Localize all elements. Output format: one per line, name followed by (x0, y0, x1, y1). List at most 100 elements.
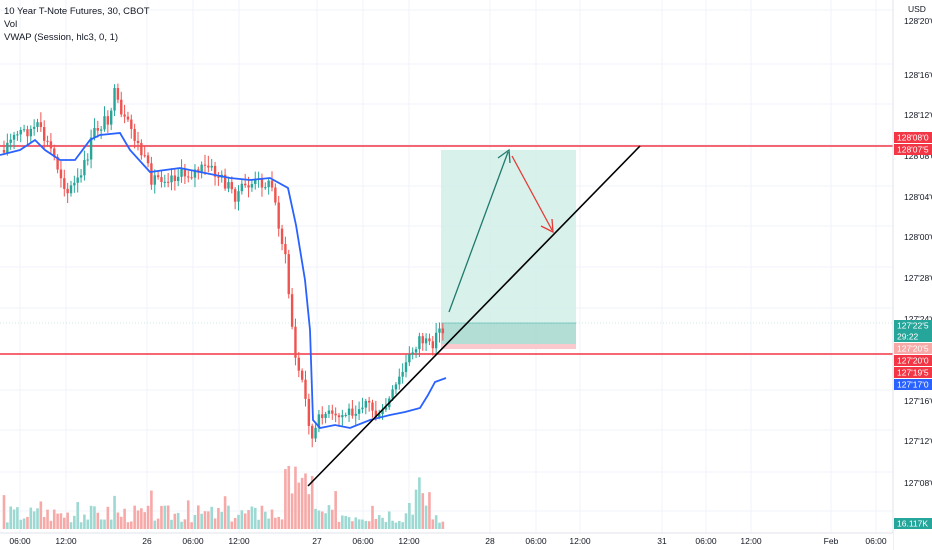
support-price-badge-b[interactable] (894, 367, 932, 378)
resistance-price-badge-b[interactable] (894, 144, 932, 155)
candle-body (76, 177, 79, 183)
volume-bar (140, 508, 143, 529)
candle-body (160, 177, 163, 182)
volume-bar (63, 517, 66, 529)
candle-body (321, 414, 324, 418)
volume-bar (83, 514, 86, 529)
time-tick-label: 12:00 (55, 536, 77, 546)
volume-bar (233, 518, 237, 529)
volume-bar (153, 520, 157, 529)
volume-bar (86, 519, 90, 529)
volume-value-badge-text: 16.117K (897, 519, 928, 529)
volume-bar (341, 515, 344, 529)
volume-bar (193, 514, 197, 529)
candle-body (26, 129, 29, 137)
candle-body (337, 415, 341, 418)
candle-body (43, 127, 46, 141)
arrow-down[interactable] (511, 155, 553, 231)
volume-bar (304, 473, 307, 529)
volume-bar (103, 519, 106, 529)
candle-body (398, 376, 401, 385)
volume-bar (381, 517, 384, 529)
time-tick-label: 26 (142, 536, 152, 546)
volume-bar (287, 465, 291, 529)
candle-body (173, 175, 177, 182)
vwap-price-badge-text: 127'17'0 (897, 380, 929, 390)
volume-value-badge[interactable] (894, 518, 932, 529)
candle-body (431, 341, 434, 349)
candle-body (361, 407, 364, 410)
candle-body (428, 338, 431, 342)
volume-bar (26, 516, 29, 529)
volume-bar (99, 519, 103, 529)
candle-body (344, 414, 347, 416)
candle-body (280, 228, 284, 244)
time-axis: 06:00 12:00 26 06:00 12:00 27 06:00 12:00 28 06:0… (0, 532, 893, 550)
volume-bar (374, 518, 378, 529)
volume-bar (116, 512, 120, 529)
candle-body (237, 191, 240, 202)
candle-body (12, 134, 16, 140)
volume-bar (22, 518, 26, 529)
candle-body (22, 129, 26, 131)
vwap-price-badge[interactable] (894, 379, 932, 390)
volume-bar (76, 502, 79, 529)
volume-bar (197, 505, 200, 529)
volume-bar (217, 508, 220, 529)
volume-bar (170, 519, 173, 529)
volume-bar (354, 517, 358, 529)
volume-bar (377, 515, 381, 529)
candle-body (290, 294, 294, 327)
candle-body (421, 336, 424, 344)
volume-bar (163, 505, 167, 529)
volume-bar (19, 519, 23, 529)
candle-body (49, 141, 53, 149)
volume-bar (173, 513, 177, 529)
stop-price-badge-text: 127'20'5 (897, 344, 929, 354)
candle-body (143, 155, 146, 157)
volume-bar (143, 512, 146, 529)
candle-body (36, 122, 39, 127)
volume-bar (207, 511, 210, 529)
candle-body (411, 352, 414, 355)
candle-body (347, 408, 351, 415)
candle-body (381, 409, 384, 415)
volume-indicator-label[interactable]: Vol (4, 19, 18, 30)
candle-body (166, 181, 170, 183)
volume-bar (253, 507, 257, 529)
volume-bar (274, 517, 277, 529)
time-tick-label: 28 (485, 536, 495, 546)
symbol-title[interactable]: 10 Year T-Note Futures, 30, CBOT (4, 6, 150, 17)
volume-bar (267, 518, 270, 529)
volume-bar (16, 507, 19, 529)
arrow-down-head (540, 218, 554, 234)
candle-body (438, 328, 441, 333)
candle-body (274, 187, 277, 203)
volume-bar (243, 513, 247, 529)
vwap-indicator-label[interactable]: VWAP (Session, hlc3, 0, 1) (4, 32, 119, 43)
volume-bar (428, 492, 431, 529)
volume-bar (200, 513, 203, 529)
candle-body (414, 349, 418, 353)
volume-bar (113, 495, 116, 529)
candle-body (311, 425, 314, 439)
volume-bar (183, 519, 187, 529)
resistance-price-badge-b-text: 128'07'5 (897, 145, 929, 155)
candle-body (284, 243, 287, 255)
last-price-badge[interactable] (894, 320, 932, 331)
candle-body (233, 189, 237, 202)
stop-price-badge[interactable] (894, 343, 932, 354)
legend: 10 Year T-Note Futures, 30, CBOT Vol VWA… (4, 5, 150, 44)
drawings (307, 145, 641, 487)
candle-body (351, 408, 354, 416)
volume-bar (126, 522, 130, 529)
volume-bar (186, 500, 190, 529)
resistance-price-badge[interactable] (894, 132, 932, 143)
volume-bar (404, 513, 408, 529)
arrow-up[interactable] (448, 151, 509, 313)
trendline[interactable] (307, 145, 641, 487)
support-price-badge[interactable] (894, 355, 932, 366)
bar-countdown-badge[interactable] (894, 331, 932, 342)
volume-bar (277, 516, 280, 529)
